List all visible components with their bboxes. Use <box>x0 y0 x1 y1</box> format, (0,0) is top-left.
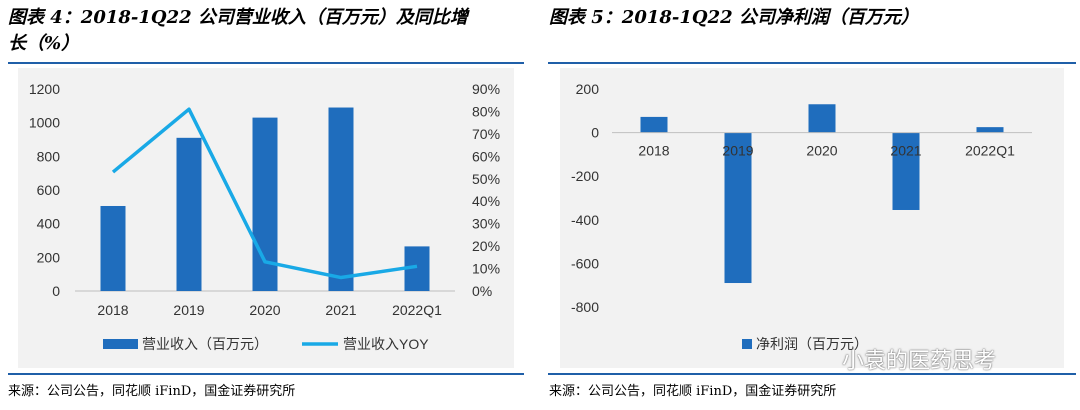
left-y-tick-label: 400 <box>37 216 61 232</box>
right-source-note: 来源：公司公告，同花顺 iFinD，国金证券研究所 <box>549 384 837 399</box>
left-legend-bar-label: 营业收入（百万元） <box>142 336 268 352</box>
left-revenue-bar <box>100 205 126 291</box>
left-y2-tick-label: 80% <box>472 103 500 119</box>
right-x-tick-label: 2021 <box>890 143 921 159</box>
left-y2-tick-label: 30% <box>472 216 500 232</box>
left-y2-tick-label: 90% <box>472 81 500 97</box>
left-revenue-bar <box>176 137 202 291</box>
left-x-tick-label: 2020 <box>249 302 280 318</box>
right-x-tick-label: 2018 <box>638 143 669 159</box>
right-bottom-rule <box>548 373 1076 375</box>
left-y2-tick-label: 10% <box>472 261 500 277</box>
left-revenue-bar <box>328 107 354 292</box>
left-source-note: 来源：公司公告，同花顺 iFinD，国金证券研究所 <box>8 384 296 399</box>
right-x-tick-label: 2022Q1 <box>965 143 1015 159</box>
left-y2-tick-label: 70% <box>472 126 500 142</box>
left-y-tick-label: 800 <box>37 148 61 164</box>
left-x-tick-label: 2021 <box>325 302 356 318</box>
left-y-tick-label: 1200 <box>29 81 60 97</box>
left-y2-tick-label: 60% <box>472 148 500 164</box>
right-y-tick-label: -400 <box>571 212 599 228</box>
left-yoy-line <box>111 107 418 280</box>
left-x-tick-label: 2019 <box>173 302 204 318</box>
left-y2-tick-label: 50% <box>472 171 500 187</box>
right-chart: 200 0 -200 -400 -600 -800 2018 2019 2020 2021 202… <box>571 81 1032 352</box>
left-y-tick-label: 1000 <box>29 115 60 131</box>
left-y-tick-label: 600 <box>37 182 61 198</box>
right-net-profit-bar <box>724 132 752 284</box>
left-top-rule <box>8 62 524 64</box>
left-legend-bar-swatch <box>103 339 138 349</box>
left-legend-line-label: 营业收入YOY <box>343 336 429 352</box>
right-y-tick-label: -200 <box>571 168 599 184</box>
right-chart-title: 图表 5：2018-1Q22 公司净利润（百万元） <box>549 7 919 28</box>
right-top-rule <box>548 62 1076 64</box>
right-y-tick-label: -800 <box>571 299 599 315</box>
right-legend-swatch <box>742 339 752 349</box>
left-y2-tick-label: 20% <box>472 238 500 254</box>
right-net-profit-bar <box>808 104 836 133</box>
watermark-text: 小袁的医药思考 <box>842 349 997 374</box>
left-chart-title-line2: 长（%） <box>8 33 80 54</box>
right-y-tick-label: -600 <box>571 255 599 271</box>
left-x-tick-label: 2018 <box>97 302 128 318</box>
right-x-tick-label: 2020 <box>806 143 837 159</box>
right-net-profit-bar <box>640 116 668 133</box>
left-y-tick-label: 200 <box>37 249 61 265</box>
right-y-tick-label: 0 <box>591 125 599 141</box>
right-net-profit-bar <box>976 127 1004 133</box>
left-y-tick-label: 0 <box>52 283 60 299</box>
left-y2-tick-label: 0% <box>472 283 492 299</box>
left-chart-title: 图表 4：2018-1Q22 公司营业收入（百万元）及同比增 长（%） <box>8 5 468 57</box>
right-x-tick-label: 2019 <box>722 143 753 159</box>
left-chart: 0 200 400 600 800 1000 1200 0% 10% 20% 30% 40% 50% 6… <box>29 81 500 352</box>
left-x-tick-label: 2022Q1 <box>392 302 442 318</box>
left-bottom-rule <box>8 373 524 375</box>
left-y2-tick-label: 40% <box>472 193 500 209</box>
right-net-profit-bar <box>892 132 920 210</box>
right-legend-label: 净利润（百万元） <box>756 336 868 352</box>
right-y-tick-label: 200 <box>576 81 600 97</box>
left-chart-title-line1: 图表 4：2018-1Q22 公司营业收入（百万元）及同比增 <box>8 7 468 28</box>
